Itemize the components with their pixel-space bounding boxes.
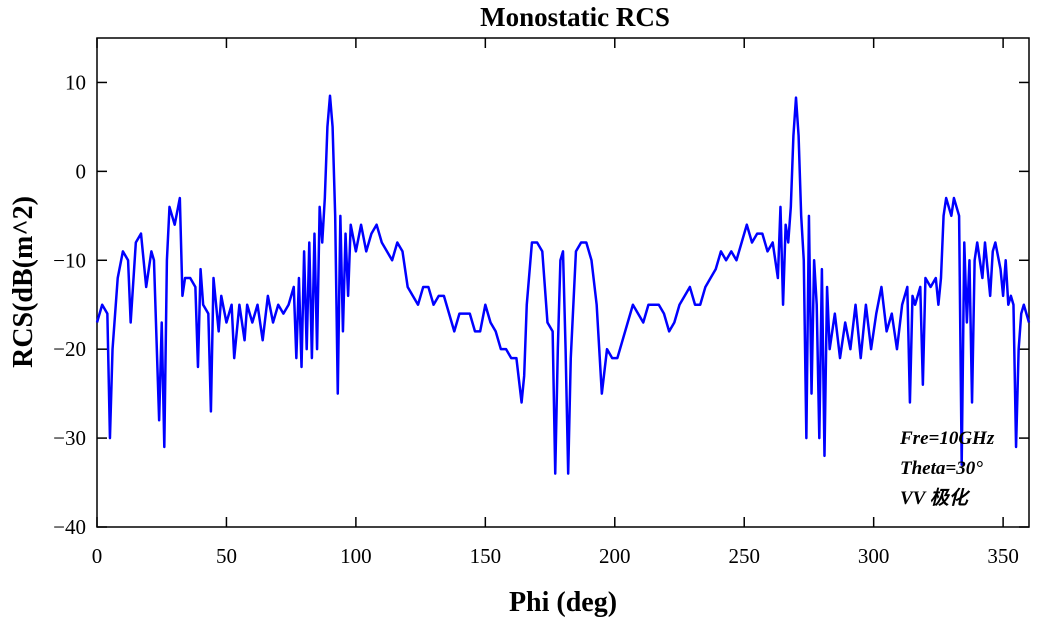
plot-frame [96,37,1030,528]
x-tick-label: 300 [858,544,890,568]
y-axis-label: RCS(dB(m^2) [8,196,39,368]
x-tick-label: 100 [340,544,372,568]
y-tick-label: 10 [65,70,86,94]
data-line [95,94,1031,475]
y-tick-label: −10 [53,248,86,272]
x-axis-label: Phi (deg) [509,587,617,618]
y-tick-label: −30 [53,426,86,450]
x-tick-label: 200 [599,544,631,568]
y-tick-label: 0 [76,159,87,183]
annotation: Theta=30° [900,458,983,479]
x-tick-label: 0 [92,544,103,568]
x-tick-label: 250 [728,544,760,568]
chart-title: Monostatic RCS [480,2,670,32]
annotation: VV 极化 [900,487,971,509]
x-tick-label: 350 [987,544,1019,568]
x-tick-label: 150 [470,544,502,568]
y-tick-label: −20 [53,337,86,361]
x-tick-label: 50 [216,544,237,568]
annotation: Fre=10GHz [899,428,995,449]
y-tick-label: −40 [53,515,86,539]
